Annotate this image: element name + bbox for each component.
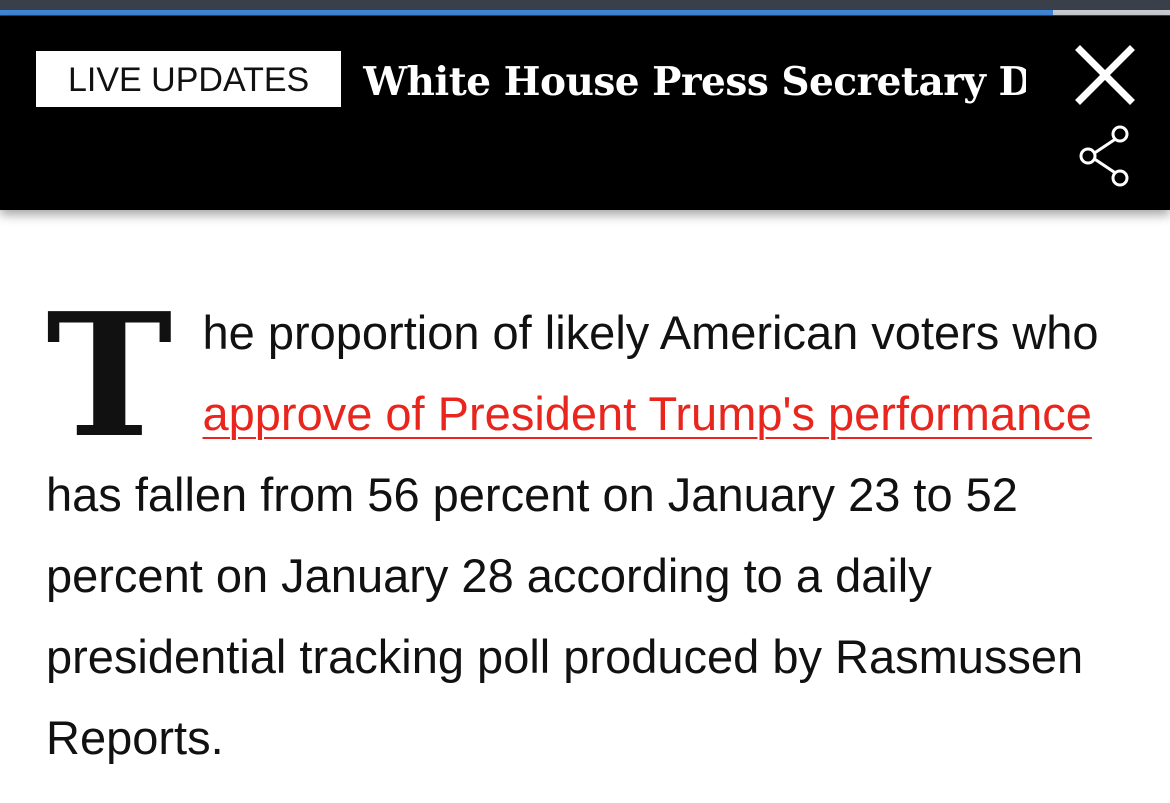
banner-headline-text: White House Press Secretary Does Not Rul… xyxy=(363,59,1026,105)
live-updates-banner[interactable]: LIVE UPDATES White House Press Secretary … xyxy=(0,16,1170,210)
drop-cap: T xyxy=(46,276,173,476)
live-updates-badge: LIVE UPDATES xyxy=(36,51,342,107)
article-text-start: he proportion of likely American voters … xyxy=(202,306,1099,359)
reading-progress-bar xyxy=(0,10,1170,15)
banner-headline[interactable]: LIVE UPDATES White House Press Secretary … xyxy=(36,50,1026,114)
approval-link[interactable]: approve of President Trump's performance xyxy=(202,387,1092,440)
close-icon[interactable] xyxy=(1070,42,1140,112)
article-text-end: has fallen from 56 percent on January 23… xyxy=(46,468,1084,764)
reading-progress-fill xyxy=(0,10,1053,15)
share-icon[interactable] xyxy=(1076,122,1134,188)
